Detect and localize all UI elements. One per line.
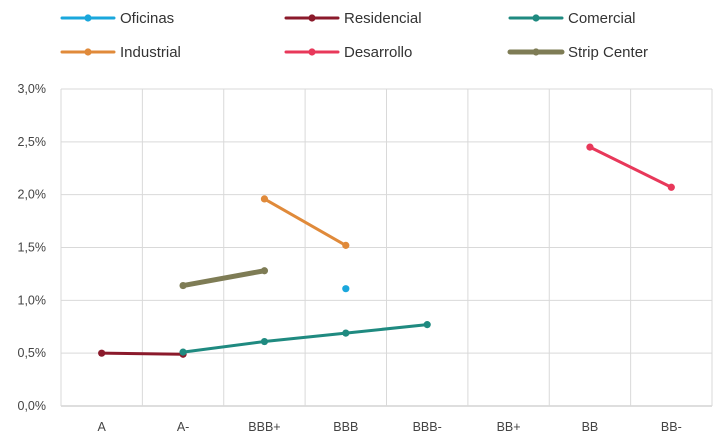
legend-item-industrial: Industrial [60,44,181,61]
x-tick-label: BB- [661,420,682,434]
legend-item-comercial: Comercial [508,10,636,27]
data-point-comercial [423,321,431,329]
series-line-strip-center [180,268,267,289]
legend-marker [84,14,92,22]
data-point-comercial [179,348,187,356]
x-tick-label: BBB- [413,420,442,434]
legend-marker [308,48,316,56]
data-point-comercial [342,329,350,337]
series-oficinas [342,285,350,293]
series-line-residencial [100,351,185,356]
chart-series [98,143,675,358]
x-tick-label: A [98,420,107,434]
y-tick-label: 0,0% [18,399,47,413]
x-tick-label: BBB [333,420,358,434]
legend-item-oficinas: Oficinas [60,10,174,27]
series-line-industrial [262,197,348,247]
data-point-desarrollo [667,183,675,191]
series-industrial [260,195,350,249]
legend-label: Comercial [568,10,636,27]
y-tick-label: 1,5% [18,241,47,255]
legend-marker [532,48,540,56]
data-point-industrial [342,241,350,249]
x-axis: A A- BBB+ BBB BBB- BB+ BB BB- [98,420,682,434]
y-tick-label: 1,0% [18,293,47,307]
legend-marker [308,14,316,22]
series-line-comercial [181,323,429,354]
chart-grid [60,88,713,407]
y-tick-label: 0,5% [18,346,47,360]
y-axis: 0,0% 0,5% 1,0% 1,5% 2,0% 2,5% 3,0% [18,82,47,413]
legend-label: Strip Center [568,44,648,61]
legend-item-desarrollo: Desarrollo [284,44,412,61]
legend-item-residencial: Residencial [284,10,422,27]
series-comercial [179,321,431,356]
data-point-oficinas [342,285,350,293]
data-point-residencial [98,349,106,357]
legend-label: Oficinas [120,10,174,27]
legend-marker [532,14,540,22]
data-point-desarrollo [586,143,594,151]
data-point-comercial [260,337,269,346]
y-tick-label: 2,5% [18,135,47,149]
x-tick-label: BBB+ [248,420,280,434]
series-desarrollo [586,143,675,191]
legend-label: Desarrollo [344,44,412,61]
legend: Oficinas Residencial Comercial Industrial De… [60,10,648,61]
data-point-strip-center [260,267,269,275]
data-point-strip-center [179,281,187,290]
legend-item-strip-center: Strip Center [507,44,648,61]
series-strip-center [179,267,269,290]
series-line-desarrollo [588,145,673,189]
x-tick-label: BB+ [497,420,521,434]
y-tick-label: 2,0% [18,188,47,202]
legend-marker [84,48,92,56]
y-tick-label: 3,0% [18,82,47,96]
legend-label: Industrial [120,44,181,61]
legend-label: Residencial [344,10,422,27]
data-point-industrial [260,195,269,203]
x-tick-label: BB [582,420,599,434]
x-tick-label: A- [177,420,190,434]
